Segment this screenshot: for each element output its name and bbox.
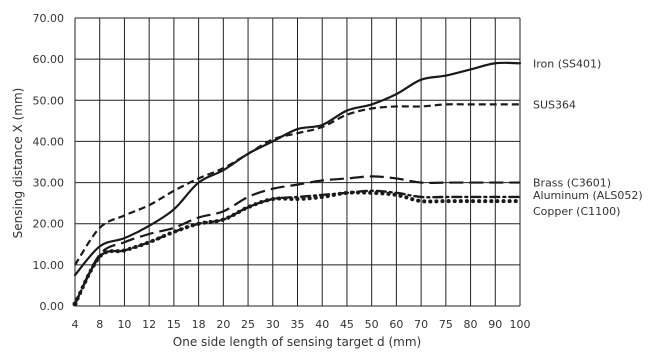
series-label: Aluminum (ALS052) <box>533 189 643 202</box>
series-start-point <box>72 301 78 307</box>
x-tick-label: 35 <box>291 318 305 331</box>
x-tick-label: 60 <box>389 318 403 331</box>
series-line-dashed-short <box>74 103 520 266</box>
x-tick-label: 45 <box>340 318 354 331</box>
x-tick-label: 20 <box>216 318 230 331</box>
series-label: Brass (C3601) <box>533 177 611 190</box>
x-tick-label: 4 <box>72 318 79 331</box>
x-tick-label: 8 <box>96 318 103 331</box>
series-line-solid <box>73 61 522 277</box>
y-tick-label: 40.00 <box>33 135 65 148</box>
x-tick-label: 10 <box>117 318 131 331</box>
series-line-dashed-long <box>74 175 520 305</box>
series-label: Copper (C1100) <box>533 205 620 218</box>
x-tick-label: 12 <box>142 318 156 331</box>
y-tick-label: 0.00 <box>40 300 65 313</box>
y-axis-ticks: 0.00 10.00 20.00 30.00 40.00 50.00 60.00 70.00 <box>33 12 65 313</box>
x-axis-ticks: 4 8 10 12 15 18 20 25 30 35 40 45 50 60 70 75 80 90 100 <box>72 318 531 331</box>
x-tick-label: 80 <box>464 318 478 331</box>
y-axis-title: Sensing distance X (mm) <box>11 88 25 239</box>
y-tick-label: 30.00 <box>33 177 65 190</box>
series-line-dotted <box>73 190 522 306</box>
x-tick-label: 25 <box>241 318 255 331</box>
x-tick-label: 75 <box>439 318 453 331</box>
x-tick-label: 40 <box>315 318 329 331</box>
y-tick-label: 50.00 <box>33 94 65 107</box>
x-tick-label: 15 <box>167 318 181 331</box>
series-label: Iron (SS401) <box>533 57 601 70</box>
x-tick-label: 90 <box>488 318 502 331</box>
x-tick-label: 50 <box>365 318 379 331</box>
y-tick-label: 60.00 <box>33 53 65 66</box>
x-tick-label: 30 <box>266 318 280 331</box>
series-lines <box>72 61 522 307</box>
series-line-dash-dot <box>73 189 522 306</box>
y-tick-label: 10.00 <box>33 259 65 272</box>
x-tick-label: 70 <box>414 318 428 331</box>
x-tick-label: 18 <box>192 318 206 331</box>
y-tick-label: 20.00 <box>33 218 65 231</box>
x-axis-title: One side length of sensing target d (mm) <box>173 335 421 349</box>
x-tick-label: 100 <box>510 318 531 331</box>
grid <box>74 17 521 307</box>
series-label: SUS364 <box>533 98 576 111</box>
y-tick-label: 70.00 <box>33 12 65 25</box>
series-labels: Iron (SS401) SUS364 Brass (C3601)Aluminum … <box>533 57 643 218</box>
